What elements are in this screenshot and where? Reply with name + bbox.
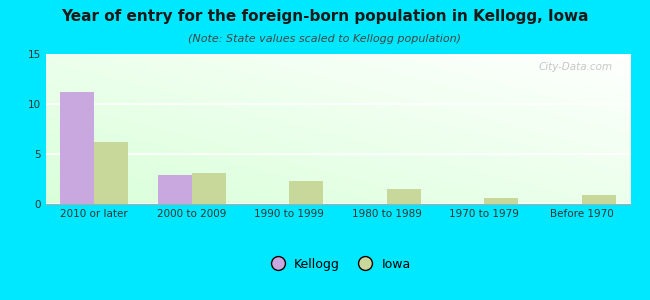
Bar (60, 92, 94, 204)
Bar (157, 175, 192, 204)
Legend: Kellogg, Iowa: Kellogg, Iowa (261, 253, 415, 276)
Bar (94, 142, 129, 204)
Bar (192, 173, 226, 204)
Bar (387, 189, 421, 204)
Bar (582, 195, 616, 204)
Bar (484, 198, 519, 204)
Bar (289, 181, 324, 204)
Text: (Note: State values scaled to Kellogg population): (Note: State values scaled to Kellogg po… (188, 34, 462, 44)
Text: Year of entry for the foreign-born population in Kellogg, Iowa: Year of entry for the foreign-born popul… (61, 9, 589, 24)
Text: City-Data.com: City-Data.com (539, 61, 613, 71)
